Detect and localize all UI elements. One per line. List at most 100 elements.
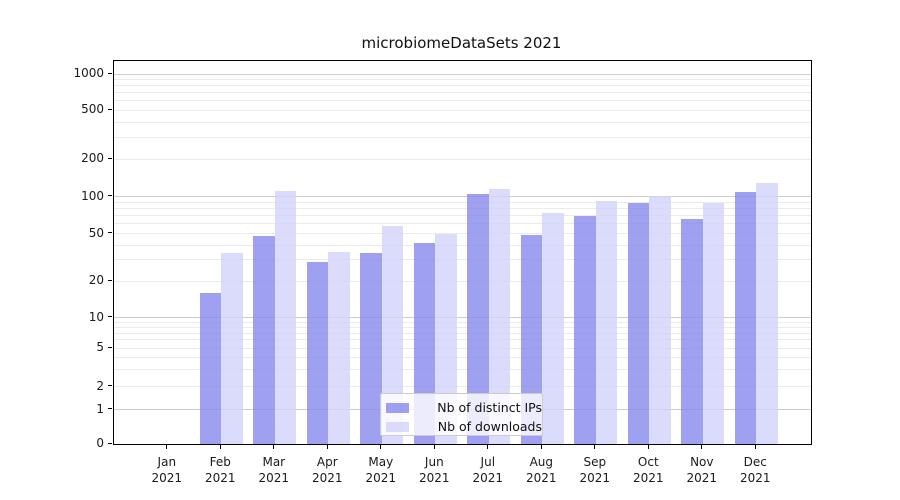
- x-tick-mark: [701, 444, 703, 449]
- minor-gridline: [114, 259, 811, 261]
- x-tick-label: Dec 2021: [740, 455, 771, 485]
- bar-downloads-feb: [221, 253, 243, 444]
- bar-distinct-ips-may: [360, 253, 382, 444]
- minor-gridline: [114, 85, 811, 87]
- x-tick-mark: [219, 444, 221, 449]
- y-tick-mark: [108, 157, 112, 159]
- y-tick-mark: [108, 195, 112, 197]
- bar-distinct-ips-aug: [520, 234, 543, 444]
- x-tick-label: Sep 2021: [579, 455, 611, 485]
- minor-gridline: [114, 201, 811, 203]
- x-tick-label: Jul 2021: [472, 455, 504, 485]
- minor-gridline: [114, 280, 811, 282]
- y-tick-label: 100: [81, 188, 104, 203]
- bar-downloads-jun: [435, 233, 457, 444]
- minor-gridline: [114, 386, 811, 387]
- bar-downloads-mar: [274, 191, 297, 444]
- minor-gridline: [114, 92, 811, 94]
- y-tick-mark: [108, 72, 112, 74]
- legend-swatch-downloads: [386, 421, 409, 432]
- minor-gridline: [114, 137, 811, 139]
- bar-downloads-aug: [542, 213, 564, 444]
- x-tick-mark: [487, 444, 489, 449]
- x-tick-mark: [594, 444, 596, 449]
- bar-distinct-ips-mar: [253, 235, 275, 444]
- minor-gridline: [114, 356, 811, 358]
- major-gridline: [114, 73, 811, 75]
- bar-distinct-ips-dec: [734, 192, 757, 444]
- chart-title: microbiomeDataSets 2021: [361, 34, 562, 52]
- minor-gridline: [114, 208, 811, 210]
- minor-gridline: [114, 215, 811, 217]
- x-tick-label: Mar 2021: [258, 455, 290, 485]
- x-tick-mark: [540, 444, 542, 449]
- bar-downloads-may: [381, 225, 404, 444]
- minor-gridline: [114, 321, 811, 323]
- minor-gridline: [114, 339, 811, 341]
- x-tick-mark: [380, 444, 382, 449]
- bar-downloads-dec: [756, 182, 778, 444]
- x-tick-label: Apr 2021: [312, 455, 343, 485]
- legend-label-downloads: Nb of downloads: [437, 419, 542, 434]
- y-tick-mark: [108, 108, 112, 110]
- x-tick-mark: [273, 444, 275, 449]
- y-tick-label: 0: [96, 436, 104, 450]
- y-tick-label: 2: [96, 378, 104, 393]
- y-tick-label: 500: [81, 102, 104, 117]
- y-tick-label: 200: [81, 151, 104, 166]
- bar-distinct-ips-oct: [627, 203, 650, 444]
- legend-row-distinct-ips: Nb of distinct IPs: [386, 398, 542, 417]
- minor-gridline: [114, 332, 811, 334]
- bar-downloads-apr: [328, 251, 350, 444]
- minor-gridline: [114, 79, 811, 81]
- y-tick-label: 1000: [73, 66, 104, 81]
- y-tick-mark: [108, 442, 112, 444]
- bar-distinct-ips-apr: [306, 261, 329, 444]
- x-tick-label: Aug 2021: [526, 455, 557, 485]
- x-tick-mark: [166, 444, 168, 449]
- x-tick-label: Nov 2021: [686, 455, 718, 485]
- legend-swatch-distinct-ips: [386, 402, 409, 413]
- legend-row-downloads: Nb of downloads: [386, 417, 542, 436]
- y-tick-mark: [108, 385, 112, 387]
- y-tick-mark: [108, 408, 112, 410]
- x-tick-mark: [647, 444, 649, 449]
- x-tick-mark: [326, 444, 328, 449]
- major-gridline: [114, 317, 811, 318]
- y-tick-mark: [108, 316, 112, 318]
- x-tick-label: Jun 2021: [419, 455, 450, 485]
- x-tick-mark: [433, 444, 435, 449]
- minor-gridline: [114, 121, 811, 123]
- y-tick-label: 1: [96, 401, 104, 416]
- minor-gridline: [114, 100, 811, 102]
- minor-gridline: [114, 326, 811, 328]
- minor-gridline: [114, 233, 811, 234]
- bar-distinct-ips-jul: [467, 193, 489, 444]
- x-tick-label: May 2021: [365, 455, 397, 485]
- bar-downloads-sep: [595, 200, 618, 444]
- minor-gridline: [114, 347, 811, 349]
- y-tick-mark: [108, 279, 112, 281]
- x-tick-mark: [754, 444, 756, 449]
- x-tick-label: Oct 2021: [633, 455, 664, 485]
- bar-distinct-ips-feb: [199, 292, 222, 444]
- bar-distinct-ips-nov: [681, 218, 703, 444]
- y-tick-label: 5: [96, 340, 104, 354]
- bar-downloads-oct: [649, 195, 671, 444]
- minor-gridline: [114, 109, 811, 111]
- minor-gridline: [114, 223, 811, 225]
- minor-gridline: [114, 368, 811, 370]
- minor-gridline: [114, 244, 811, 246]
- legend-label-distinct-ips: Nb of distinct IPs: [437, 400, 542, 415]
- bar-downloads-nov: [702, 202, 725, 444]
- x-tick-label: Feb 2021: [205, 455, 236, 485]
- plot-area: Nb of distinct IPs Nb of downloads: [113, 60, 812, 445]
- bar-distinct-ips-sep: [574, 215, 596, 444]
- major-gridline: [114, 196, 811, 198]
- y-tick-label: 10: [88, 309, 104, 324]
- bar-downloads-jul: [488, 189, 511, 444]
- legend: Nb of distinct IPs Nb of downloads: [380, 393, 543, 436]
- y-tick-mark: [108, 346, 112, 348]
- minor-gridline: [114, 158, 811, 160]
